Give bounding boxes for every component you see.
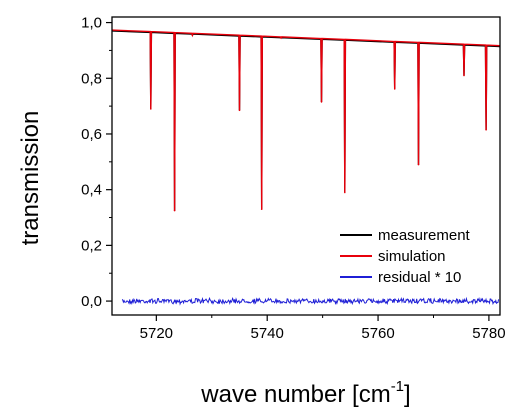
absorption-line-1: [150, 108, 152, 110]
legend-label-1: measurement: [378, 227, 471, 244]
absorption-line-11: [463, 74, 465, 77]
y-axis-ticks: 0,0 0,2 0,4 0,6 0,8 1,0: [81, 15, 112, 310]
absorption-line-4: [238, 109, 241, 112]
y-tick-label-4: 0,8: [81, 70, 102, 87]
y-tick-label-1: 0,2: [81, 237, 102, 254]
absorption-line-5: [260, 208, 263, 210]
absorption-line-9: [393, 88, 396, 90]
absorption-line-3: [191, 34, 194, 36]
x-tick-label-5740: 5740: [251, 325, 284, 342]
x-axis-title-superscript: -1: [391, 378, 404, 395]
y-axis-title: transmission: [17, 111, 44, 246]
plot-area: [111, 29, 501, 306]
y-tick-label-3: 0,6: [81, 126, 102, 143]
legend-label-3: residual * 10: [378, 269, 461, 286]
absorption-line-6: [280, 37, 282, 39]
y-tick-label-5: 1,0: [81, 15, 102, 32]
x-tick-label-5760: 5760: [361, 325, 394, 342]
series-simulation: [111, 29, 501, 211]
plot-frame: [111, 16, 501, 316]
x-axis-ticks: 5720 5740 5760 5780: [140, 315, 506, 342]
x-tick-label-5780: 5780: [472, 325, 505, 342]
absorption-line-2: [173, 209, 176, 212]
x-axis-title: wave number [cm-1]: [200, 378, 410, 408]
absorption-line-12: [485, 129, 487, 131]
absorption-line-8: [344, 191, 346, 194]
absorption-line-7: [320, 101, 323, 103]
y-tick-label-2: 0,4: [81, 182, 102, 199]
series-measurement: [111, 30, 501, 211]
x-axis-title-close: ]: [404, 381, 411, 408]
absorption-line-10: [417, 163, 420, 166]
x-axis-title-main: wave number [cm: [200, 381, 390, 408]
legend: measurement simulation residual * 10: [340, 227, 471, 286]
legend-label-2: simulation: [378, 248, 446, 265]
y-tick-label-0: 0,0: [81, 293, 102, 310]
series-residual: [121, 296, 500, 306]
x-tick-label-5720: 5720: [140, 325, 173, 342]
